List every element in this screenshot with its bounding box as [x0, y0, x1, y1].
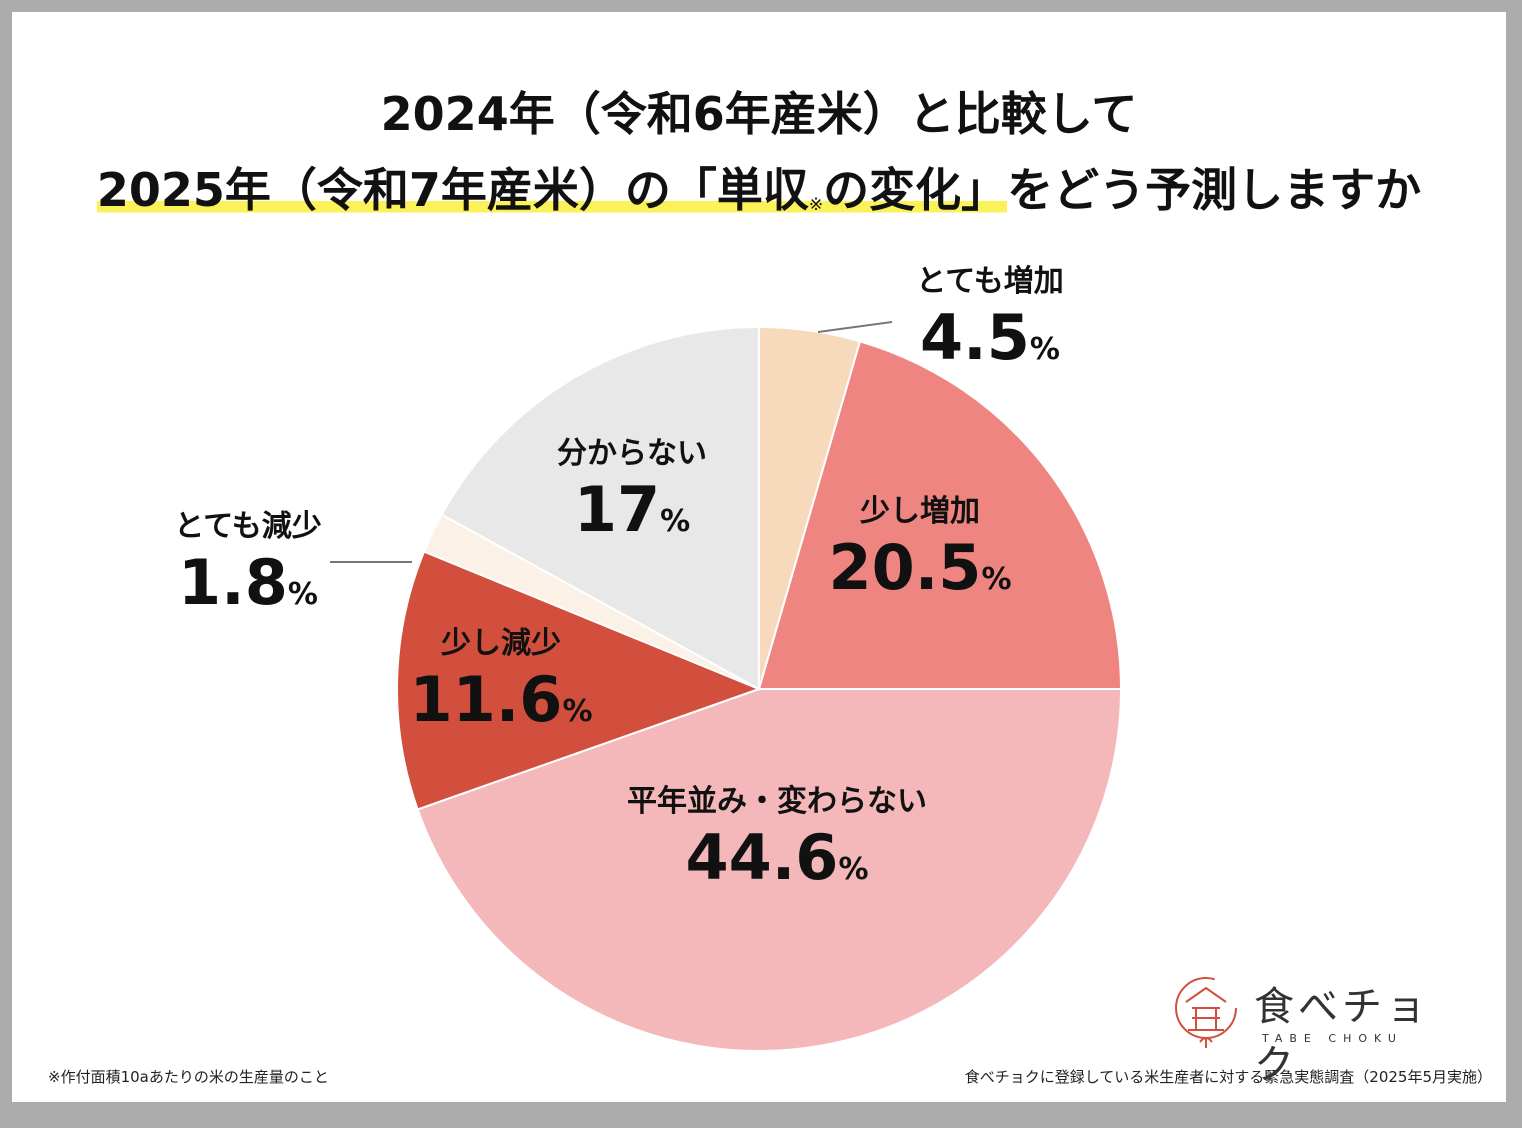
- rice-bowl-logo-icon: [1175, 977, 1237, 1048]
- title-note-mark: ※: [808, 195, 824, 215]
- logo-subtitle: TABE CHOKU: [1262, 1032, 1403, 1045]
- slice-name-slight-increase: 少し増加: [860, 494, 980, 529]
- chart-frame: 2024年（令和6年産米）と比較して 2025年（令和7年産米）の「単収※の変化…: [12, 12, 1506, 1102]
- pie-chart: [330, 321, 1123, 1052]
- title-line-2-rest: をどう予測しますか: [1007, 163, 1422, 217]
- slice-name-unknown: 分からない: [557, 436, 707, 471]
- slice-value-very-increase: 4.5%: [920, 301, 1060, 374]
- title-line-1: 2024年（令和6年産米）と比較して: [380, 87, 1138, 141]
- slice-value-very-decrease: 1.8%: [178, 546, 318, 619]
- title-line-2: 2025年（令和7年産米）の「単収※の変化」をどう予測しますか: [12, 160, 1506, 235]
- slice-name-very-decrease: とても減少: [174, 509, 322, 544]
- slice-name-very-increase: とても増加: [916, 264, 1064, 299]
- brand-logo: 食べチョク TABE CHOKU: [1170, 972, 1470, 1088]
- slice-label-unknown: 分からない 17%: [482, 434, 782, 558]
- pie-slice-slight-increase: [757, 340, 1123, 690]
- slice-value-slight-decrease: 11.6%: [409, 663, 593, 736]
- pie-slice-unknown: [440, 325, 760, 691]
- slice-label-very-increase: とても増加 4.5%: [840, 262, 1140, 386]
- source-note: 食べチョクに登録している米生産者に対する緊急実態調査（2025年5月実施）: [964, 1068, 1492, 1086]
- slice-value-unchanged: 44.6%: [685, 821, 869, 894]
- slice-name-unchanged: 平年並み・変わらない: [627, 784, 927, 819]
- slice-label-very-decrease: とても減少 1.8%: [98, 507, 398, 631]
- slice-label-unchanged: 平年並み・変わらない 44.6%: [627, 782, 927, 906]
- slice-label-slight-decrease: 少し減少 11.6%: [351, 624, 651, 748]
- slice-label-slight-increase: 少し増加 20.5%: [770, 492, 1070, 616]
- pie-slice-unchanged: [416, 688, 1123, 1052]
- pie-slice-slight-decrease: [396, 550, 762, 811]
- slice-name-slight-decrease: 少し減少: [441, 626, 561, 661]
- title-highlight: 2025年（令和7年産米）の「単収※の変化」: [96, 163, 1008, 217]
- leader-line-very-increase: [817, 321, 893, 333]
- slice-value-slight-increase: 20.5%: [828, 531, 1012, 604]
- footnote: ※作付面積10aあたりの米の生産量のこと: [48, 1068, 329, 1086]
- slice-value-unknown: 17%: [573, 473, 691, 546]
- logo-name: 食べチョク: [1254, 984, 1430, 1088]
